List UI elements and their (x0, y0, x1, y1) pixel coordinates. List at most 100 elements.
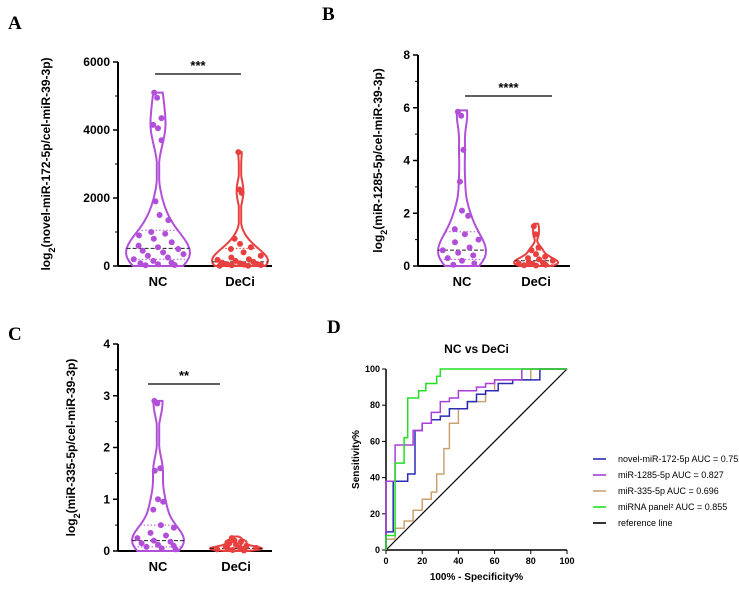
data-point (175, 246, 182, 252)
data-point (224, 261, 231, 268)
data-point (459, 257, 465, 264)
data-point (528, 247, 535, 254)
category-label: DeCi (225, 274, 255, 289)
data-point (160, 498, 167, 505)
y-tick-label: 2 (403, 206, 410, 220)
significance-label: *** (190, 58, 206, 73)
data-point (459, 207, 465, 214)
data-point (530, 223, 537, 230)
data-point (172, 546, 179, 553)
data-point (452, 239, 458, 246)
x-axis-label: 100% - Specificity% (430, 572, 523, 583)
y-tick-label: 0 (103, 544, 110, 558)
data-point (450, 261, 457, 268)
data-point (227, 246, 234, 252)
significance-label: **** (498, 80, 519, 95)
data-point (460, 146, 467, 153)
violin-outline (436, 109, 488, 267)
panel-letter: A (8, 13, 22, 34)
data-point (216, 262, 223, 269)
legend-label: miRNA panel² AUC = 0.855 (618, 502, 727, 512)
y-axis-label: log2(miR-335-5p/cel-miR-39-3p) (64, 359, 82, 537)
data-point (535, 244, 542, 251)
roc-series-line (385, 368, 567, 550)
category-label: NC (149, 559, 168, 574)
data-point (240, 547, 247, 554)
data-point (542, 253, 549, 260)
data-point (521, 262, 528, 269)
category-label: NC (149, 274, 168, 289)
panel-letter: C (8, 324, 22, 345)
data-point (134, 535, 141, 542)
data-point (162, 230, 169, 237)
x-tick-label: 0 (383, 556, 388, 566)
data-point (143, 543, 150, 550)
legend-label: miR-335-5p AUC = 0.696 (618, 486, 719, 496)
data-point (455, 249, 462, 256)
data-point (155, 496, 161, 503)
data-point (144, 252, 151, 259)
data-point (164, 254, 171, 261)
data-point (466, 244, 473, 251)
data-point (238, 538, 244, 545)
x-tick-label: 40 (453, 556, 463, 566)
y-tick-label: 60 (370, 436, 380, 446)
data-point (231, 235, 238, 242)
legend-label: miR-1285-5p AUC = 0.827 (618, 470, 724, 480)
x-tick-label: 80 (526, 556, 536, 566)
chart-title: NC vs DeCi (444, 342, 509, 356)
y-tick-label: 4000 (83, 123, 110, 137)
x-tick-label: 60 (490, 556, 500, 566)
data-point (160, 249, 167, 256)
data-point (228, 262, 235, 269)
y-tick-label: 6000 (83, 55, 110, 69)
data-point (158, 115, 165, 122)
data-point (232, 257, 239, 264)
data-point (170, 524, 177, 531)
significance-label: ** (179, 368, 190, 383)
y-tick-label: 80 (370, 400, 380, 410)
data-point (257, 252, 264, 259)
data-point (150, 257, 157, 264)
data-point (475, 236, 482, 243)
violin-outline (210, 151, 270, 267)
data-point (235, 149, 242, 156)
category-label: DeCi (521, 274, 551, 289)
data-point (224, 545, 231, 552)
roc-series-line (385, 368, 567, 550)
data-point (533, 251, 539, 258)
data-point (461, 231, 468, 238)
data-point (456, 178, 463, 185)
roc-series-line (385, 368, 568, 551)
data-point (157, 465, 164, 472)
data-point (228, 254, 235, 261)
data-point (130, 256, 137, 263)
data-point (533, 262, 539, 269)
data-point (549, 257, 556, 264)
data-point (155, 244, 161, 251)
data-point (168, 239, 175, 246)
y-tick-label: 3 (103, 389, 110, 403)
roc-series-line (385, 368, 567, 550)
data-point (245, 262, 252, 269)
data-point (135, 242, 142, 249)
data-point (439, 247, 446, 254)
data-point (247, 244, 254, 251)
data-point (451, 226, 458, 233)
data-point (257, 262, 264, 268)
data-point (458, 112, 465, 119)
y-tick-label: 4 (103, 337, 110, 351)
data-point (150, 235, 157, 242)
data-point (148, 229, 155, 235)
data-point (536, 256, 543, 263)
data-point (163, 532, 169, 539)
x-tick-label: 100 (559, 556, 574, 566)
data-point (142, 262, 149, 269)
data-point (180, 251, 187, 258)
y-tick-label: 2 (103, 441, 110, 455)
y-tick-label: 1 (103, 492, 110, 506)
data-point (139, 247, 146, 254)
y-axis-label: log2(novel-miR-172-5p/cel-miR-39-3p) (39, 57, 57, 270)
data-point (155, 261, 161, 268)
data-point (229, 547, 236, 553)
